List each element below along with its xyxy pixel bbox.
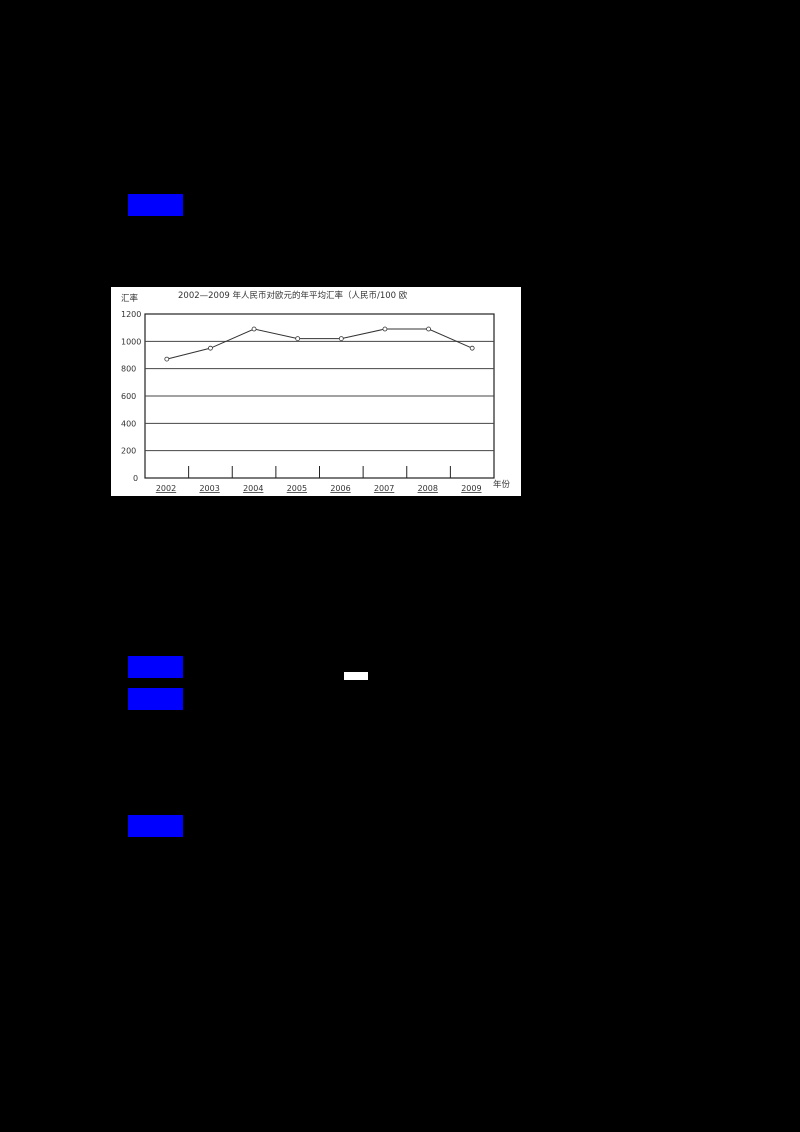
svg-text:1200: 1200 (121, 310, 141, 319)
exchange-rate-chart: 2002—2009 年人民币对欧元的年平均汇率（人民币/100 欧 汇率 年份 … (111, 287, 521, 496)
svg-text:0: 0 (133, 474, 138, 483)
x-tick-labels: 2002 2003 2004 2005 2006 2007 2008 2009 (156, 484, 482, 493)
series-line (166, 328, 473, 360)
svg-text:200: 200 (121, 447, 136, 456)
y-tick-labels: 0 200 400 600 800 1000 1200 (121, 310, 141, 483)
data-point (208, 345, 213, 351)
data-point (164, 356, 170, 362)
data-point (251, 326, 257, 332)
svg-text:400: 400 (121, 419, 136, 428)
svg-text:2006: 2006 (330, 484, 350, 493)
question-label: 【题文】 (128, 194, 183, 216)
svg-text:2005: 2005 (287, 484, 307, 493)
data-point (469, 345, 475, 351)
answer-label: 【解答】 (128, 815, 183, 837)
svg-text:1000: 1000 (121, 337, 141, 346)
data-points (164, 326, 475, 362)
data-point (382, 326, 388, 332)
chart-title: 2002—2009 年人民币对欧元的年平均汇率（人民币/100 欧 (178, 290, 408, 301)
data-point (295, 336, 301, 341)
svg-text:2007: 2007 (374, 484, 394, 493)
x-axis-label: 年份 (493, 479, 511, 490)
line-chart-svg: 2002—2009 年人民币对欧元的年平均汇率（人民币/100 欧 汇率 年份 … (121, 290, 511, 493)
data-point (338, 336, 344, 341)
gridlines (144, 313, 495, 479)
svg-text:2004: 2004 (243, 484, 263, 493)
svg-text:800: 800 (121, 365, 136, 374)
key-point-label: 【考点】 (128, 656, 183, 678)
answer-blank (344, 672, 368, 680)
data-point (426, 326, 431, 332)
svg-text:2008: 2008 (418, 484, 438, 493)
svg-text:2003: 2003 (199, 484, 219, 493)
y-axis-label: 汇率 (121, 293, 139, 304)
svg-text:2002: 2002 (156, 484, 176, 493)
analysis-label: 【分析】 (128, 688, 183, 710)
svg-text:2009: 2009 (461, 484, 481, 493)
svg-text:600: 600 (121, 392, 136, 401)
